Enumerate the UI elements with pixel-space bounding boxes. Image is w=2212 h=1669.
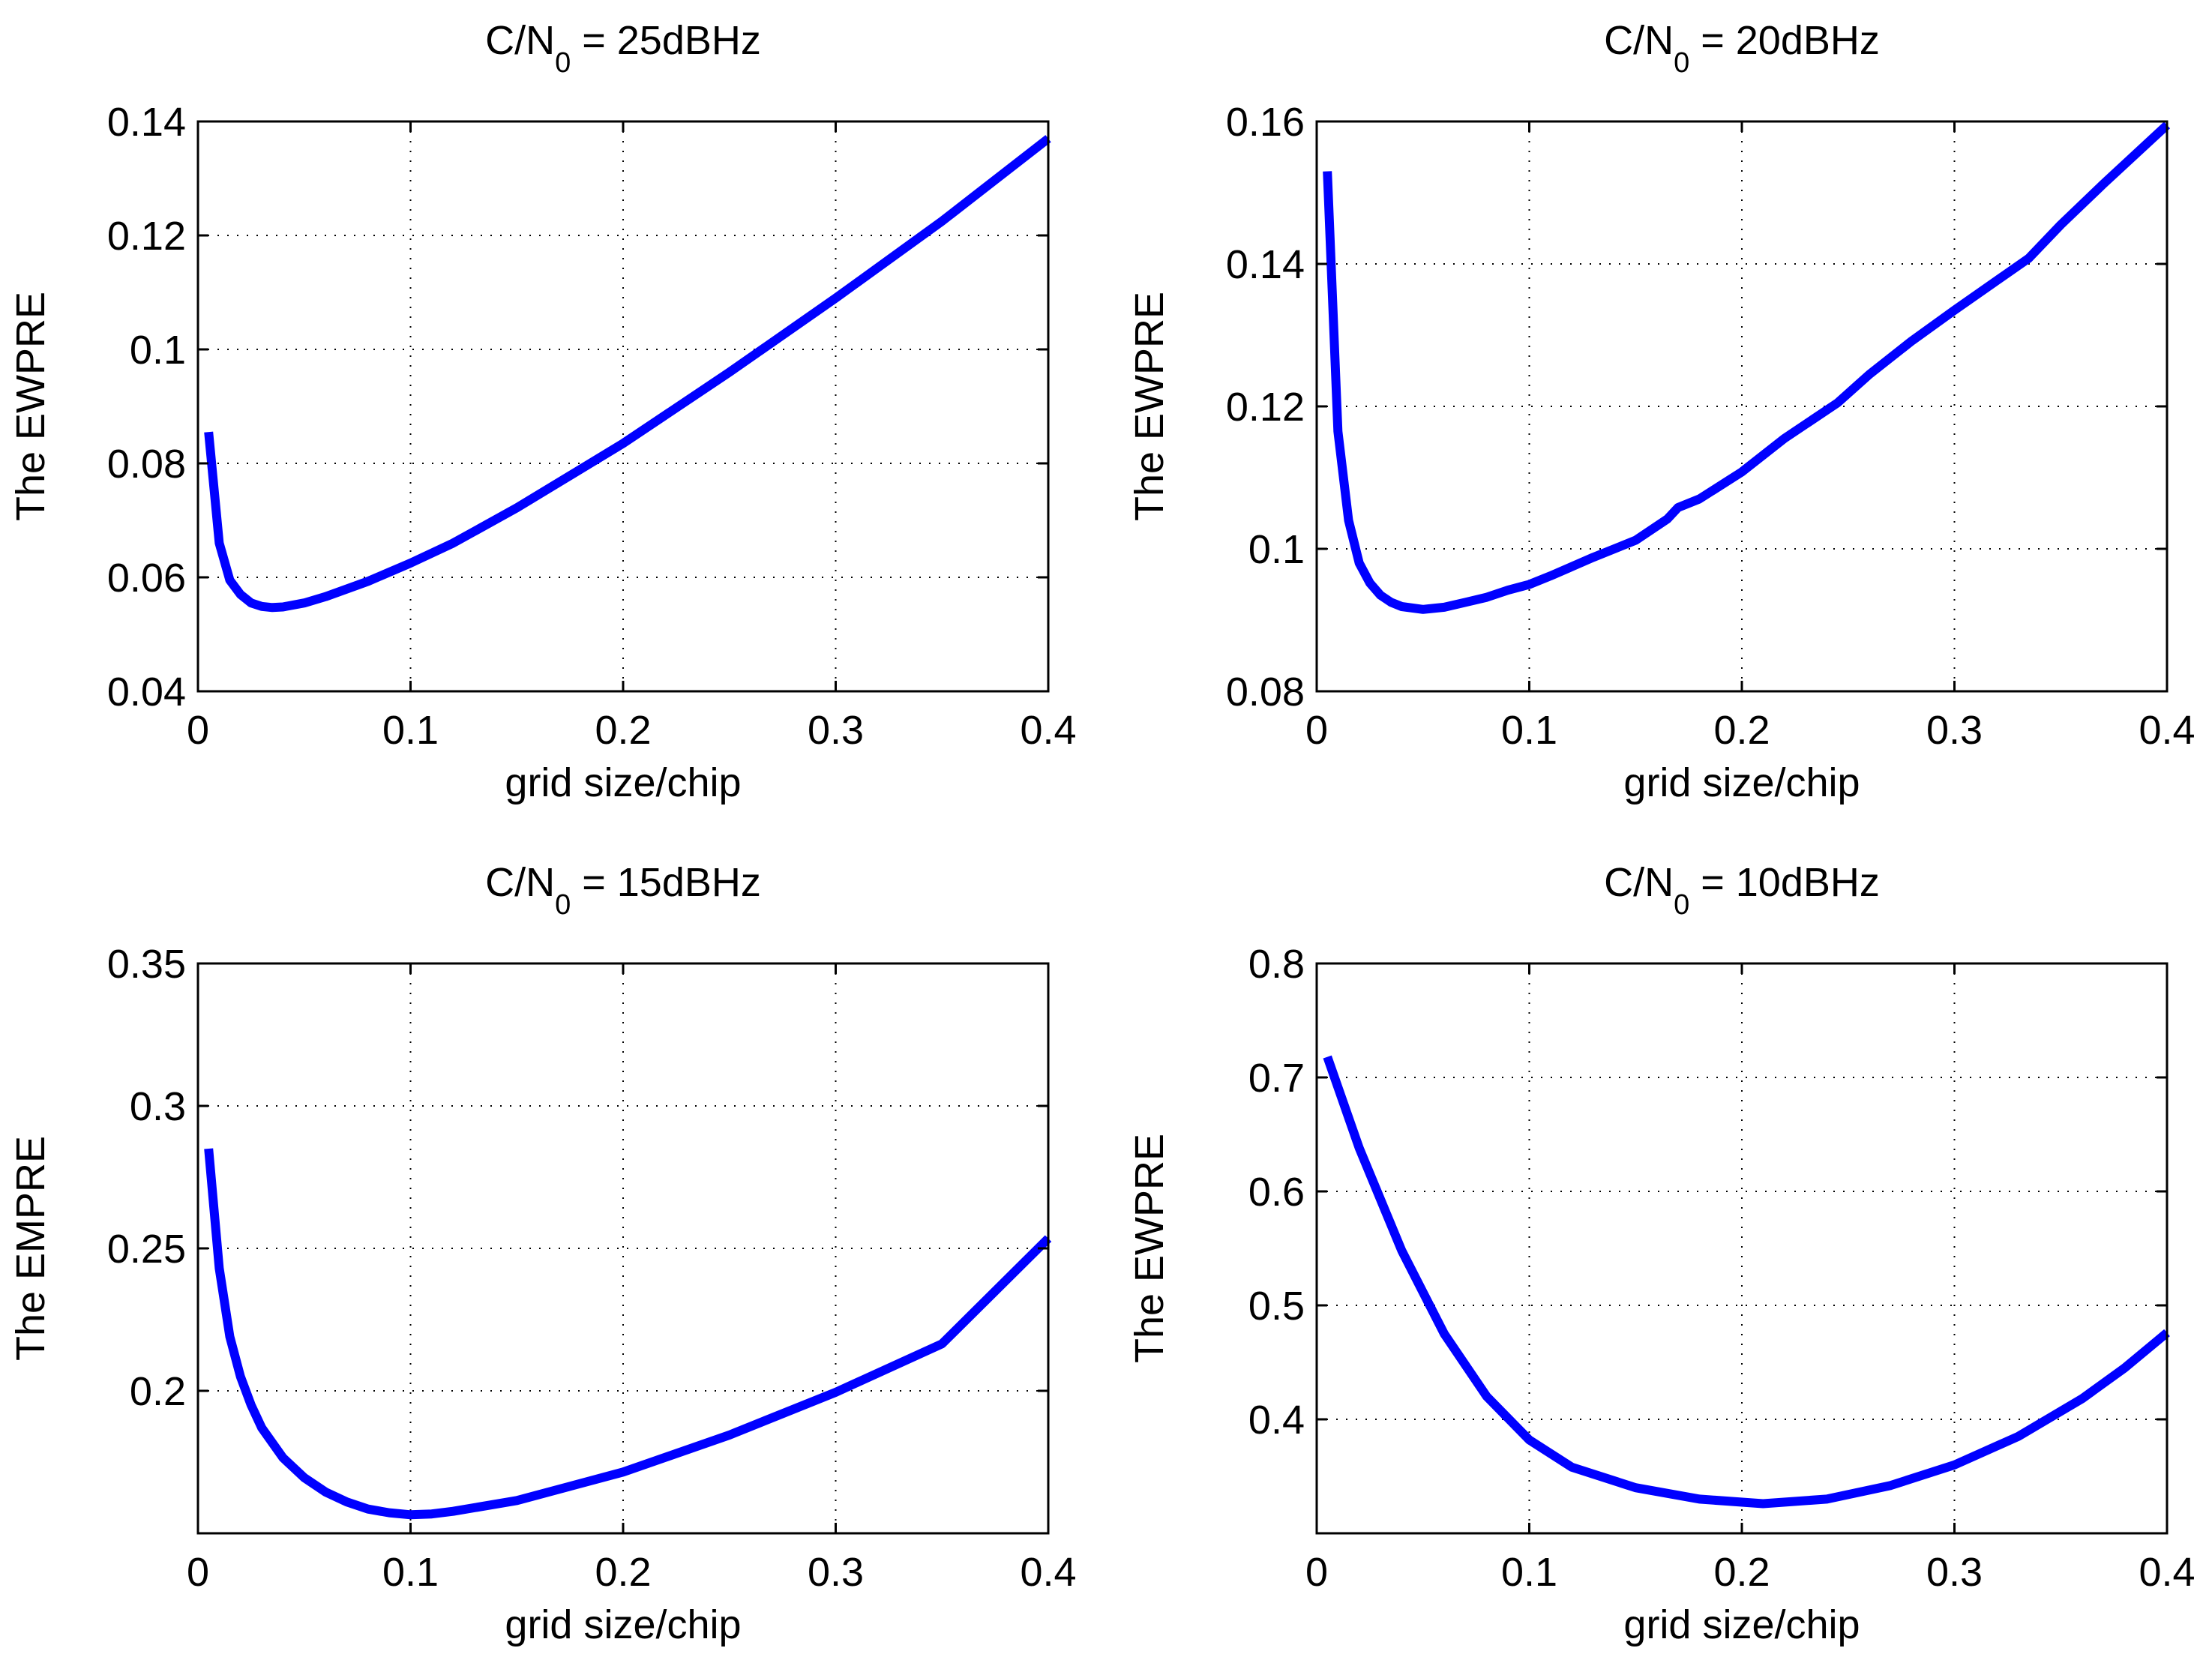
x-tick-label: 0 (1305, 1550, 1328, 1595)
x-axis-label: grid size/chip (1623, 1602, 1860, 1647)
y-tick-label: 0.12 (107, 214, 186, 259)
x-axis-label: grid size/chip (505, 1602, 741, 1647)
x-tick-label: 0.1 (1501, 1550, 1557, 1595)
y-tick-label: 0.12 (1226, 385, 1305, 430)
y-tick-label: 0.25 (107, 1227, 186, 1272)
x-tick-label: 0.4 (1020, 708, 1076, 753)
y-tick-label: 0.06 (107, 556, 186, 601)
series-line (1323, 1055, 2170, 1509)
y-tick-label: 0.1 (1248, 527, 1305, 572)
y-tick-label: 0.7 (1248, 1056, 1305, 1101)
x-tick-label: 0.4 (1020, 1550, 1076, 1595)
x-tick-label: 0.4 (2139, 1550, 2195, 1595)
series-line (1323, 121, 2171, 614)
x-tick-label: 0 (187, 708, 209, 753)
x-tick-label: 0 (1305, 708, 1328, 753)
y-axis-label: The EMPRE (8, 1136, 53, 1361)
chart-title: C/N0 = 10dBHz (1604, 860, 1880, 921)
x-tick-label: 0.2 (1713, 708, 1770, 753)
x-tick-label: 0.2 (595, 1550, 651, 1595)
x-axis-label: grid size/chip (505, 760, 741, 805)
x-tick-label: 0.4 (2139, 708, 2195, 753)
x-tick-label: 0 (187, 1550, 209, 1595)
subplot-15dbhz: 0 0.1 0.2 0.3 0.4 0.2 0.25 0.3 0.35 grid size/chi… (8, 860, 1077, 1647)
y-tick-label: 0.2 (130, 1369, 186, 1414)
x-tick-label: 0.2 (595, 708, 651, 753)
y-tick-label: 0.5 (1248, 1284, 1305, 1329)
y-tick-label: 0.08 (1226, 670, 1305, 715)
y-axis-label: The EWPRE (1127, 292, 1172, 521)
x-tick-label: 0.3 (1926, 708, 1983, 753)
y-axis-label: The EWPRE (8, 292, 53, 521)
x-tick-label: 0.3 (1926, 1550, 1983, 1595)
plot-area (198, 121, 1048, 691)
y-tick-label: 0.6 (1248, 1170, 1305, 1215)
y-tick-label: 0.8 (1248, 942, 1305, 987)
series-line (204, 1148, 1052, 1520)
plot-area (1317, 121, 2167, 691)
subplot-25dbhz: 0 0.1 0.2 0.3 0.4 0.04 0.06 0.08 0.1 0.12 0.14 grid… (8, 18, 1077, 805)
x-tick-label: 0.3 (808, 1550, 864, 1595)
chart-title: C/N0 = 25dBHz (485, 18, 761, 79)
y-tick-label: 0.3 (130, 1084, 186, 1129)
x-tick-label: 0.1 (382, 1550, 439, 1595)
subplot-20dbhz: 0 0.1 0.2 0.3 0.4 0.08 0.1 0.12 0.14 0.16 grid siz… (1127, 18, 2196, 805)
plot-area (198, 963, 1048, 1533)
y-tick-label: 0.04 (107, 670, 186, 715)
y-tick-label: 0.16 (1226, 100, 1305, 145)
y-axis-label: The EWPRE (1127, 1134, 1172, 1363)
x-tick-label: 0.2 (1713, 1550, 1770, 1595)
subplot-10dbhz: 0 0.1 0.2 0.3 0.4 0.4 0.5 0.6 0.7 0.8 grid size/ch… (1127, 860, 2196, 1647)
y-tick-label: 0.35 (107, 942, 186, 987)
y-tick-label: 0.08 (107, 442, 186, 487)
plot-area (1317, 963, 2167, 1533)
y-tick-label: 0.1 (130, 328, 186, 373)
series-line (204, 135, 1051, 613)
y-tick-label: 0.14 (107, 100, 186, 145)
x-tick-label: 0.1 (382, 708, 439, 753)
y-tick-label: 0.14 (1226, 242, 1305, 287)
x-axis-label: grid size/chip (1623, 760, 1860, 805)
y-tick-label: 0.4 (1248, 1398, 1305, 1443)
x-tick-label: 0.3 (808, 708, 864, 753)
chart-title: C/N0 = 20dBHz (1604, 18, 1880, 79)
chart-title: C/N0 = 15dBHz (485, 860, 761, 921)
x-tick-label: 0.1 (1501, 708, 1557, 753)
